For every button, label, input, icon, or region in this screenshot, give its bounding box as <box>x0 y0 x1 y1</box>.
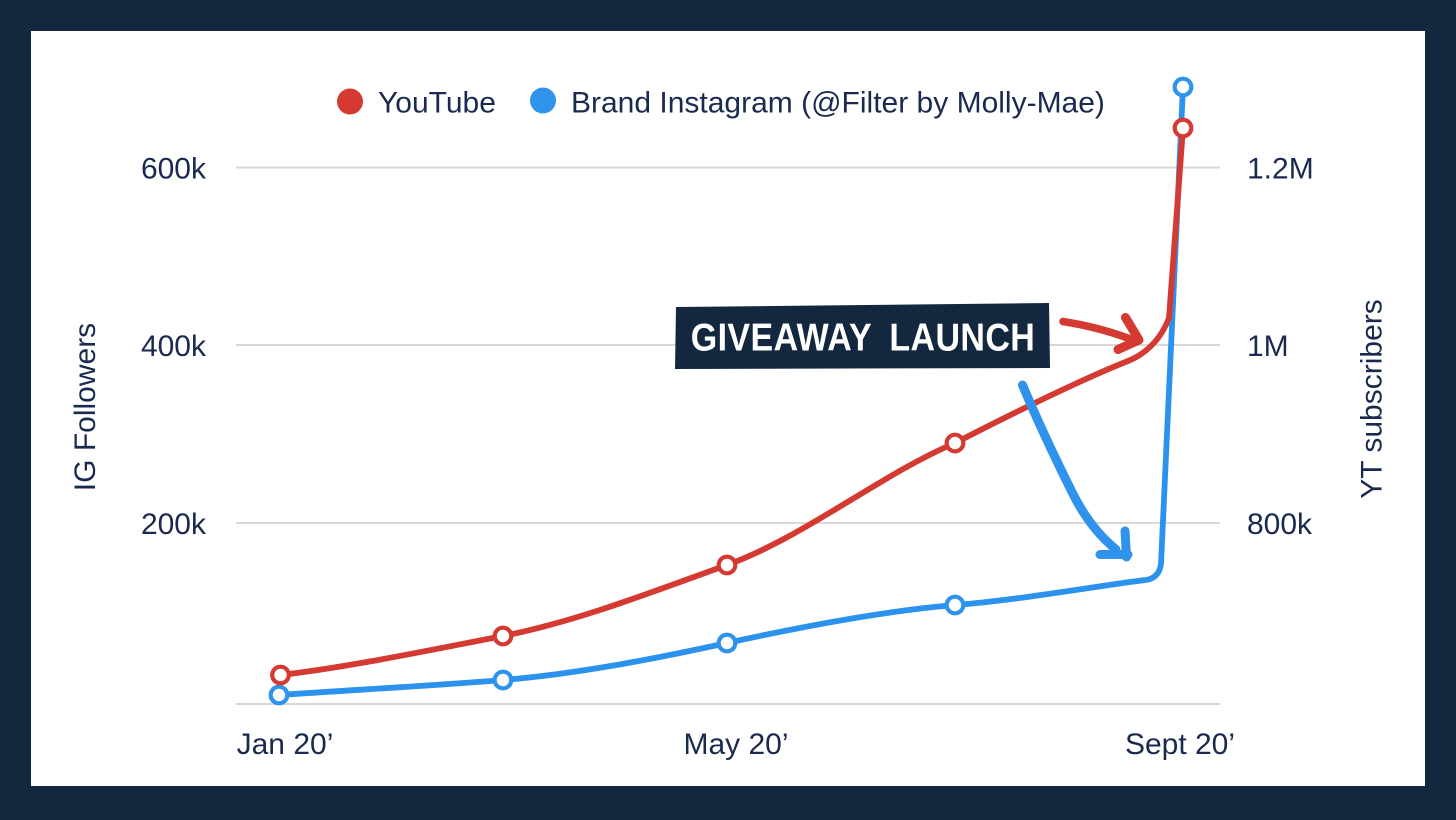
svg-text:200k: 200k <box>141 508 207 541</box>
svg-text:800k: 800k <box>1247 508 1313 541</box>
svg-text:1M: 1M <box>1247 330 1289 363</box>
svg-text:Jan 20’: Jan 20’ <box>237 728 334 761</box>
svg-text:YT subscribers: YT subscribers <box>1356 299 1389 499</box>
svg-text:May 20’: May 20’ <box>683 728 788 761</box>
svg-text:YouTube: YouTube <box>378 87 496 120</box>
svg-text:Sept 20’: Sept 20’ <box>1125 728 1235 761</box>
svg-text:400k: 400k <box>141 330 207 363</box>
svg-text:Brand Instagram (@Filter by Mo: Brand Instagram (@Filter by Molly-Mae) <box>571 87 1105 120</box>
svg-text:IG Followers: IG Followers <box>69 323 102 491</box>
svg-text:1.2M: 1.2M <box>1247 153 1314 186</box>
svg-text:600k: 600k <box>141 153 207 186</box>
svg-text:GIVEAWAY LAUNCH: GIVEAWAY LAUNCH <box>691 315 1035 359</box>
